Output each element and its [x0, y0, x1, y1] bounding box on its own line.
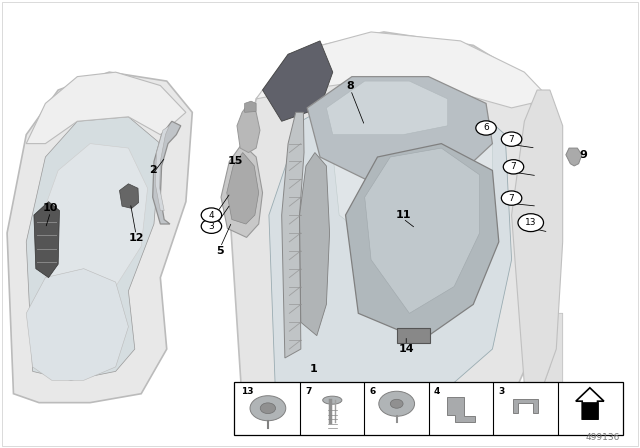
Polygon shape [39, 144, 148, 300]
Circle shape [390, 399, 403, 408]
Polygon shape [326, 81, 448, 135]
Polygon shape [256, 32, 550, 108]
Text: 7: 7 [511, 162, 516, 171]
Polygon shape [300, 152, 330, 336]
Polygon shape [511, 90, 563, 385]
Text: 4: 4 [434, 387, 440, 396]
Polygon shape [34, 202, 60, 278]
Polygon shape [153, 121, 180, 224]
Polygon shape [120, 184, 139, 208]
Text: 499136: 499136 [586, 433, 620, 442]
Text: 5: 5 [216, 246, 224, 256]
Polygon shape [26, 72, 186, 144]
Circle shape [250, 396, 286, 421]
Text: 3: 3 [209, 222, 214, 231]
Ellipse shape [323, 396, 342, 404]
Polygon shape [244, 101, 256, 112]
Text: 13: 13 [241, 387, 253, 396]
Polygon shape [513, 399, 538, 413]
Text: 7: 7 [509, 135, 515, 144]
Polygon shape [582, 402, 598, 419]
Text: 11: 11 [396, 210, 411, 220]
Circle shape [476, 121, 496, 135]
Polygon shape [576, 388, 604, 419]
Circle shape [501, 132, 522, 146]
Text: 6: 6 [369, 387, 376, 396]
Text: 6: 6 [483, 124, 489, 133]
Polygon shape [26, 269, 129, 380]
Polygon shape [227, 152, 259, 224]
Text: 8: 8 [347, 81, 355, 90]
Text: 7: 7 [305, 387, 312, 396]
Polygon shape [566, 148, 582, 166]
Text: 10: 10 [43, 203, 58, 213]
Polygon shape [346, 144, 499, 340]
Circle shape [201, 208, 221, 222]
Text: 9: 9 [579, 150, 587, 160]
Polygon shape [282, 112, 304, 358]
Text: 15: 15 [228, 156, 243, 167]
Text: 14: 14 [398, 344, 414, 354]
Polygon shape [269, 86, 511, 407]
Circle shape [503, 159, 524, 174]
Text: 4: 4 [209, 211, 214, 220]
Text: 2: 2 [149, 165, 157, 176]
FancyBboxPatch shape [397, 328, 430, 343]
Polygon shape [275, 385, 537, 434]
Circle shape [379, 391, 415, 416]
Circle shape [260, 403, 276, 414]
Circle shape [501, 191, 522, 205]
Polygon shape [221, 144, 262, 237]
Polygon shape [365, 148, 479, 313]
Text: 3: 3 [499, 387, 504, 396]
Text: 13: 13 [525, 218, 536, 227]
Circle shape [518, 214, 543, 232]
Polygon shape [156, 126, 170, 211]
Text: 7: 7 [509, 194, 515, 202]
Polygon shape [447, 397, 475, 422]
Polygon shape [511, 313, 563, 425]
Circle shape [201, 219, 221, 233]
Polygon shape [7, 72, 192, 403]
Polygon shape [333, 112, 492, 260]
FancyBboxPatch shape [234, 382, 623, 435]
Polygon shape [307, 77, 492, 188]
Polygon shape [237, 103, 260, 152]
Text: 12: 12 [129, 233, 144, 243]
Polygon shape [230, 32, 550, 425]
Polygon shape [26, 117, 161, 380]
Polygon shape [262, 41, 333, 121]
Text: 1: 1 [310, 364, 317, 374]
